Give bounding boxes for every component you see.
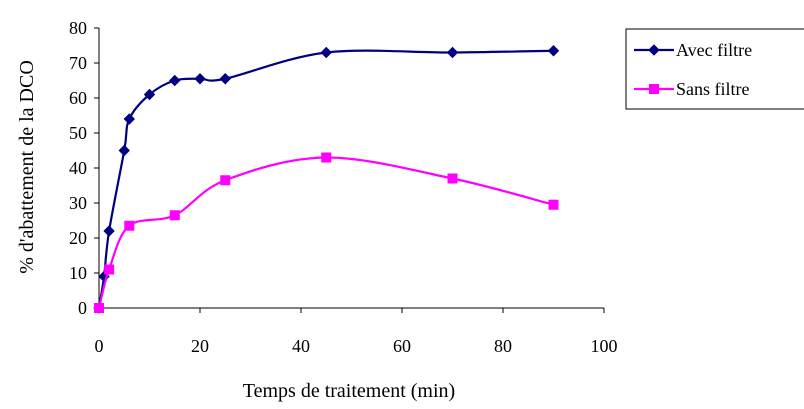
x-tick-label: 40 bbox=[292, 336, 310, 356]
data-point-1 bbox=[104, 264, 115, 275]
y-tick-label: 50 bbox=[69, 123, 87, 143]
x-tick-label: 80 bbox=[494, 336, 512, 356]
data-point-1 bbox=[548, 199, 559, 210]
data-point-0 bbox=[118, 144, 130, 157]
x-tick-label: 20 bbox=[191, 336, 209, 356]
data-point-0 bbox=[194, 73, 206, 85]
data-point-0 bbox=[446, 46, 459, 59]
y-tick-label: 70 bbox=[69, 53, 87, 73]
legend-marker-0 bbox=[648, 44, 660, 56]
y-axis-title: % d'abattement de la DCO bbox=[16, 60, 38, 274]
y-tick-label: 60 bbox=[69, 88, 87, 108]
data-point-1 bbox=[169, 210, 180, 221]
y-tick-label: 40 bbox=[69, 158, 87, 178]
data-point-1 bbox=[220, 175, 231, 186]
legend-label-0: Avec filtre bbox=[676, 40, 752, 60]
data-point-0 bbox=[103, 225, 115, 237]
data-point-0 bbox=[547, 45, 560, 57]
y-tick-label: 0 bbox=[78, 298, 87, 318]
x-tick-label: 0 bbox=[95, 336, 104, 356]
data-point-1 bbox=[321, 152, 332, 163]
legend: Avec filtre Sans filtre bbox=[625, 28, 804, 110]
x-tick-label: 60 bbox=[393, 336, 411, 356]
legend-label-1: Sans filtre bbox=[676, 79, 750, 99]
data-point-0 bbox=[320, 46, 332, 59]
data-point-1 bbox=[94, 303, 104, 313]
data-point-0 bbox=[123, 113, 136, 125]
legend-box bbox=[625, 28, 804, 110]
y-tick-label: 30 bbox=[69, 193, 87, 213]
x-tick-label: 100 bbox=[591, 336, 618, 356]
data-point-1 bbox=[124, 220, 135, 231]
x-axis-title: Temps de traitement (min) bbox=[243, 380, 455, 402]
y-tick-label: 20 bbox=[69, 228, 87, 248]
legend-marker-1 bbox=[649, 84, 659, 94]
y-tick-label: 80 bbox=[69, 18, 87, 38]
data-point-0 bbox=[143, 88, 156, 101]
data-point-1 bbox=[447, 173, 458, 184]
data-point-0 bbox=[169, 74, 181, 87]
y-tick-label: 10 bbox=[69, 263, 87, 283]
data-point-0 bbox=[219, 73, 231, 85]
plot-area: 0 10 20 30 40 50 60 70 80 0 20 40 60 80 100 bbox=[69, 18, 618, 356]
